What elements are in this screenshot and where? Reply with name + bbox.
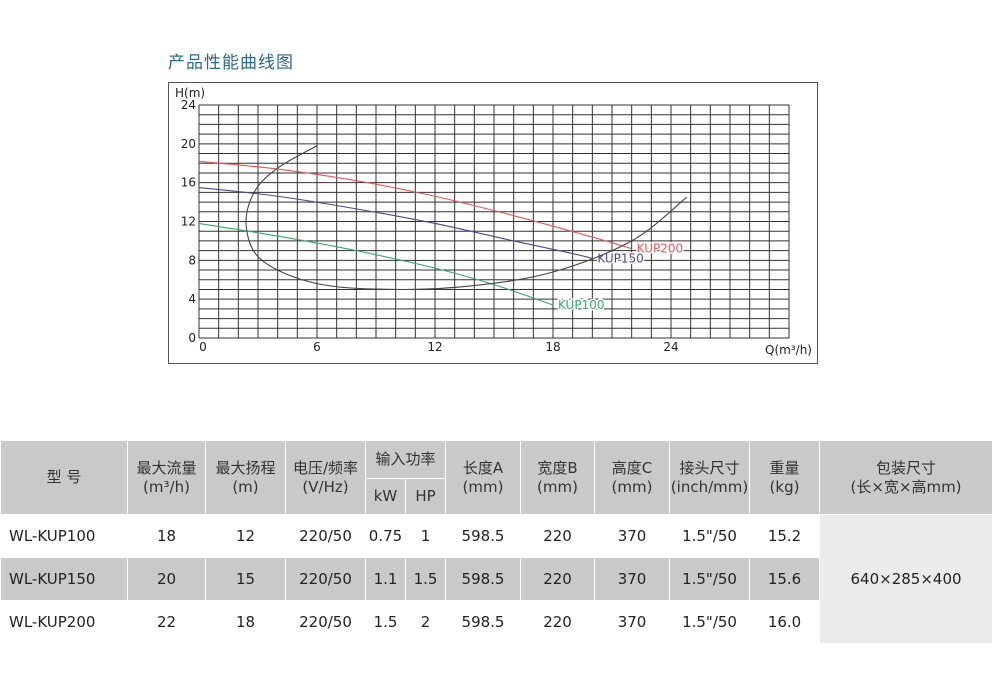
cell-model: WL-KUP150 [0,557,128,601]
series-line-efficiency [245,145,688,291]
cell-head: 18 [205,600,286,644]
x-tick-label: 0 [199,340,207,354]
y-tick-label: 16 [181,176,196,190]
header-weight: 重量 (kg) [749,440,821,515]
cell-flow: 18 [127,514,206,558]
header-voltage: 电压/频率 (V/Hz) [285,440,366,515]
cell-kw: 1.5 [365,600,406,644]
cell-height: 370 [594,514,671,558]
y-tick-label: 12 [181,215,196,229]
cell-hp: 1 [404,514,447,558]
cell-kw: 0.75 [365,514,406,558]
header-max-flow: 最大流量 (m³/h) [127,440,206,515]
cell-weight: 15.6 [749,557,821,601]
header-length: 长度A (mm) [445,440,522,515]
cell-width: 220 [520,557,596,601]
x-tick-label: 18 [545,340,560,354]
table-row: WL-KUP150 20 15 220/50 1.1 1.5 598.5 220… [0,557,992,601]
series-label-kup200: KUP200 [637,242,683,256]
header-width: 宽度B (mm) [520,440,596,515]
cell-voltage: 220/50 [285,600,366,644]
cell-height: 370 [594,600,671,644]
header-power-hp: HP [404,478,447,515]
header-connector: 接头尺寸 (inch/mm) [669,440,751,515]
cell-width: 220 [520,600,596,644]
header-power: 输入功率 [364,440,447,479]
cell-hp: 2 [404,600,447,644]
x-tick-label: 6 [313,340,321,354]
header-model: 型 号 [0,440,128,515]
performance-chart: 0 6 12 18 24 0 4 8 12 16 20 24 H(m) Q(m³/h) KUP200 KUP1… [168,82,818,364]
cell-kw: 1.1 [365,557,406,601]
cell-flow: 20 [127,557,206,601]
series-line-kup200 [198,160,632,250]
y-tick-label: 20 [181,137,196,151]
series-line-kup150 [198,186,593,259]
y-tick-label: 8 [188,253,196,267]
cell-connector: 1.5"/50 [669,557,751,601]
cell-hp: 1.5 [404,557,447,601]
header-power-kw: kW [365,478,406,515]
cell-connector: 1.5"/50 [669,600,751,644]
x-axis-label: Q(m³/h) [765,343,812,357]
series-label-kup150: KUP150 [597,251,643,265]
cell-length: 598.5 [445,514,522,558]
header-height: 高度C (mm) [594,440,671,515]
table-row: WL-KUP200 22 18 220/50 1.5 2 598.5 220 3… [0,600,992,644]
page-title: 产品性能曲线图 [168,53,294,73]
cell-head: 15 [205,557,286,601]
cell-flow: 22 [127,600,206,644]
y-tick-label: 4 [188,292,196,306]
header-max-head: 最大扬程 (m) [205,440,286,515]
x-tick-label: 24 [663,340,678,354]
cell-voltage: 220/50 [285,514,366,558]
cell-head: 12 [205,514,286,558]
chart-svg: 0 6 12 18 2404812162024H(m)Q(m³/h)KUP200KUP1… [175,86,812,357]
cell-voltage: 220/50 [285,557,366,601]
table-row: WL-KUP100 18 12 220/50 0.75 1 598.5 220 … [0,514,992,644]
series-line-kup100 [198,222,554,306]
y-axis-label: H(m) [175,86,205,100]
x-tick-label: 12 [427,340,442,354]
header-package: 包装尺寸 (长×宽×高mm) [819,440,992,515]
cell-length: 598.5 [445,557,522,601]
cell-length: 598.5 [445,600,522,644]
cell-weight: 15.2 [749,514,821,558]
cell-weight: 16.0 [749,600,821,644]
y-tick-label: 0 [188,331,196,345]
cell-connector: 1.5"/50 [669,514,751,558]
cell-width: 220 [520,514,596,558]
cell-model: WL-KUP200 [0,600,128,644]
cell-height: 370 [594,557,671,601]
spec-table: 型 号 最大流量 (m³/h) 最大扬程 (m) 电压/频率 (V/Hz) 输入功率 … [0,440,992,644]
cell-model: WL-KUP100 [0,514,128,558]
y-tick-label: 24 [181,98,196,112]
series-label-kup100: KUP100 [558,298,604,312]
cell-package: 640×285×400 [819,514,992,644]
